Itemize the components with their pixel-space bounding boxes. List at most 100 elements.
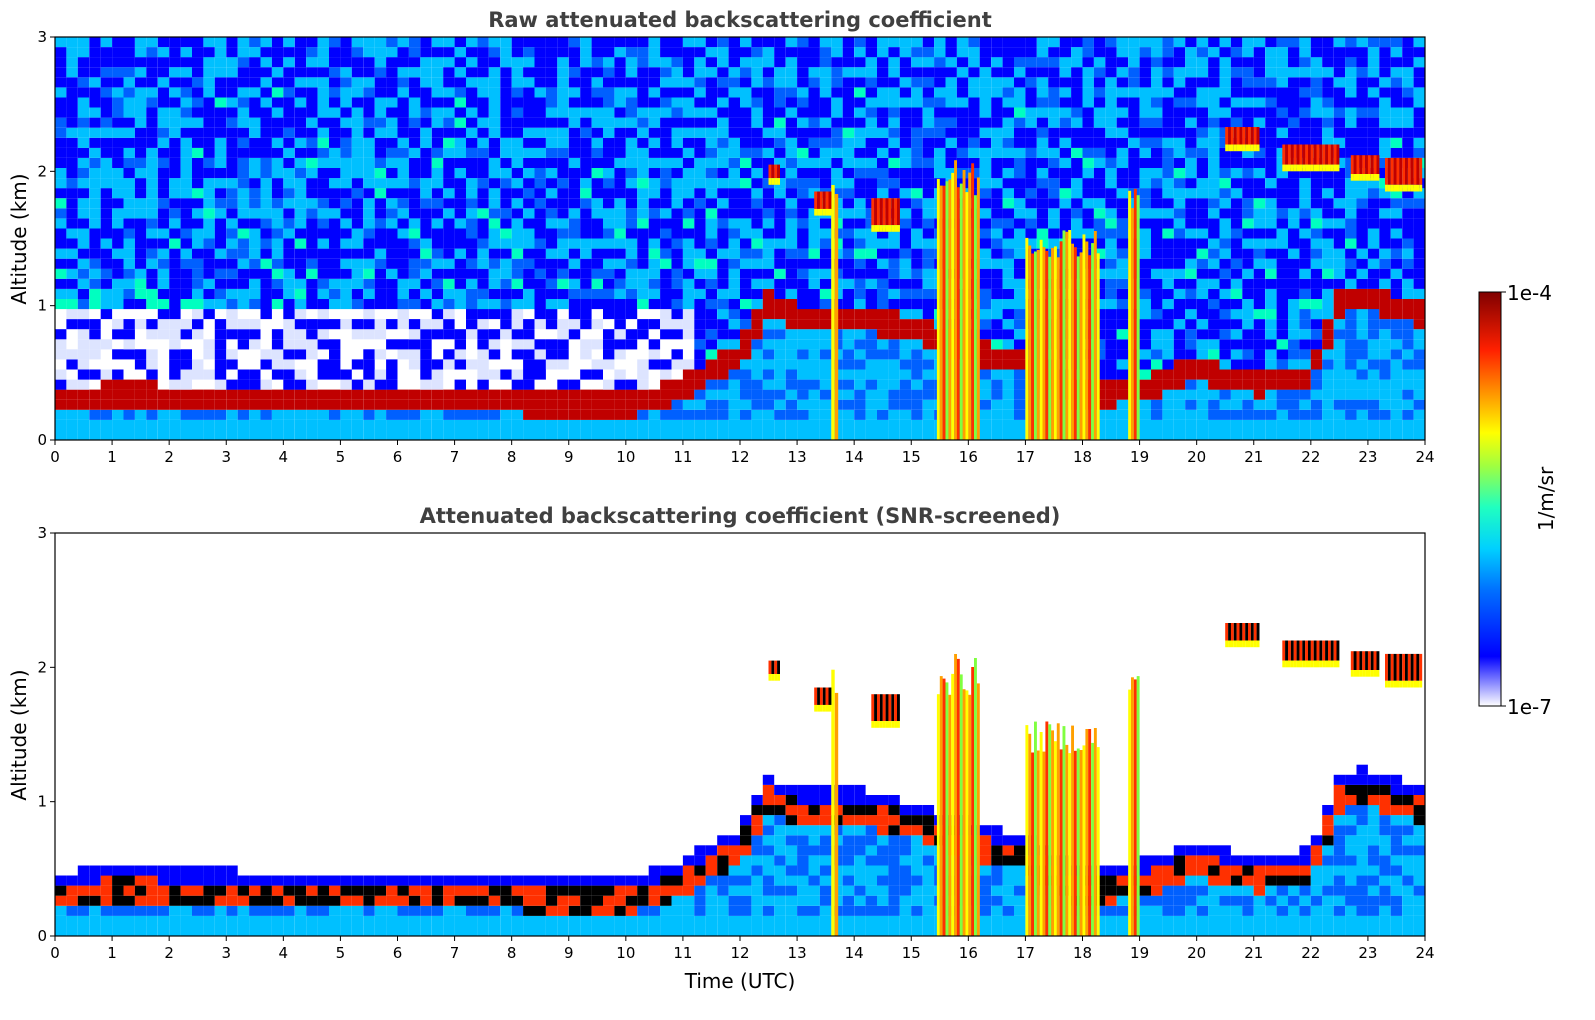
- heatmap-cell: [899, 137, 912, 148]
- heatmap-cell: [751, 309, 763, 320]
- heatmap-cell: [283, 299, 295, 310]
- heatmap-cell: [991, 359, 1003, 370]
- heatmap-cell: [1048, 178, 1060, 189]
- heatmap-cell: [180, 925, 192, 936]
- heatmap-cell: [397, 288, 409, 299]
- heatmap-cell: [1105, 147, 1117, 158]
- heatmap-cell: [842, 379, 855, 390]
- precip-shaft: [1131, 208, 1134, 440]
- heatmap-cell: [1242, 278, 1254, 289]
- heatmap-cell: [443, 218, 455, 229]
- heatmap-cell: [1310, 389, 1323, 400]
- cloud-layer: [1250, 144, 1254, 152]
- heatmap-cell: [408, 299, 421, 310]
- heatmap-cell: [1082, 218, 1094, 229]
- heatmap-cell: [523, 57, 535, 68]
- heatmap-cell: [899, 77, 912, 88]
- heatmap-cell: [660, 409, 672, 420]
- heatmap-cell: [1014, 137, 1026, 148]
- heatmap-cell: [648, 178, 661, 189]
- heatmap-cell: [55, 57, 67, 68]
- heatmap-cell: [660, 288, 672, 299]
- heatmap-cell: [877, 168, 889, 179]
- heatmap-cell: [1230, 57, 1243, 68]
- heatmap-cell: [431, 157, 444, 168]
- heatmap-cell: [363, 218, 375, 229]
- heatmap-cell: [1402, 47, 1414, 58]
- heatmap-cell: [226, 37, 238, 48]
- heatmap-cell: [454, 97, 466, 108]
- heatmap-cell: [797, 248, 809, 259]
- heatmap-cell: [1379, 127, 1391, 138]
- heatmap-cell: [1288, 127, 1300, 138]
- heatmap-cell: [751, 369, 763, 380]
- cloud-layer: [1245, 127, 1249, 145]
- heatmap-cell: [180, 147, 192, 158]
- heatmap-cell: [397, 97, 409, 108]
- heatmap-cell: [603, 188, 615, 199]
- heatmap-cell: [808, 349, 820, 360]
- heatmap-cell: [340, 369, 352, 380]
- heatmap-cell: [922, 268, 935, 279]
- heatmap-cell: [146, 147, 158, 158]
- heatmap-cell: [865, 299, 877, 310]
- heatmap-cell: [260, 299, 272, 310]
- heatmap-cell: [123, 238, 135, 249]
- cloud-layer: [828, 208, 832, 216]
- heatmap-cell: [1196, 67, 1209, 78]
- heatmap-cell: [625, 258, 638, 269]
- heatmap-cell: [1356, 309, 1368, 320]
- heatmap-cell: [66, 359, 78, 370]
- heatmap-cell: [226, 77, 238, 88]
- heatmap-cell: [454, 288, 466, 299]
- heatmap-cell: [1173, 399, 1186, 410]
- heatmap-cell: [1128, 147, 1140, 158]
- heatmap-cell: [477, 258, 489, 269]
- heatmap-cell: [1139, 369, 1151, 380]
- heatmap-cell: [1379, 258, 1391, 269]
- heatmap-cell: [123, 329, 135, 340]
- heatmap-cell: [1276, 178, 1288, 189]
- heatmap-cell: [785, 319, 798, 330]
- heatmap-cell: [192, 309, 204, 320]
- heatmap-cell: [237, 198, 250, 209]
- heatmap-cell: [317, 329, 329, 340]
- heatmap-cell: [1025, 57, 1037, 68]
- heatmap-cell: [1265, 37, 1277, 48]
- heatmap-cell: [637, 168, 649, 179]
- heatmap-cell: [157, 419, 170, 430]
- heatmap-cell: [1299, 288, 1311, 299]
- heatmap-cell: [66, 117, 78, 128]
- heatmap-cell: [534, 87, 546, 98]
- heatmap-cell: [808, 47, 820, 58]
- heatmap-cell: [1345, 97, 1357, 108]
- heatmap-cell: [306, 188, 318, 199]
- heatmap-cell: [511, 228, 524, 239]
- heatmap-cell: [1322, 339, 1334, 350]
- heatmap-cell: [1367, 349, 1380, 360]
- heatmap-cell: [1036, 178, 1049, 189]
- heatmap-cell: [1196, 359, 1209, 370]
- heatmap-cell: [785, 37, 798, 48]
- heatmap-cell: [1162, 268, 1174, 279]
- heatmap-cell: [1356, 87, 1368, 98]
- heatmap-cell: [888, 67, 900, 78]
- heatmap-cell: [1379, 57, 1391, 68]
- heatmap-cell: [842, 97, 855, 108]
- heatmap-cell: [477, 288, 489, 299]
- heatmap-cell: [226, 248, 238, 259]
- heatmap-cell: [157, 127, 170, 138]
- heatmap-cell: [1082, 208, 1094, 219]
- heatmap-cell: [1105, 288, 1117, 299]
- heatmap-cell: [1219, 168, 1231, 179]
- heatmap-cell: [1014, 127, 1026, 138]
- heatmap-cell: [112, 389, 124, 400]
- heatmap-cell: [877, 389, 889, 400]
- heatmap-cell: [545, 238, 558, 249]
- heatmap-cell: [1253, 57, 1266, 68]
- heatmap-cell: [751, 268, 763, 279]
- heatmap-cell: [1276, 278, 1288, 289]
- heatmap-cell: [1333, 178, 1346, 189]
- heatmap-cell: [922, 57, 935, 68]
- heatmap-cell: [1059, 57, 1072, 68]
